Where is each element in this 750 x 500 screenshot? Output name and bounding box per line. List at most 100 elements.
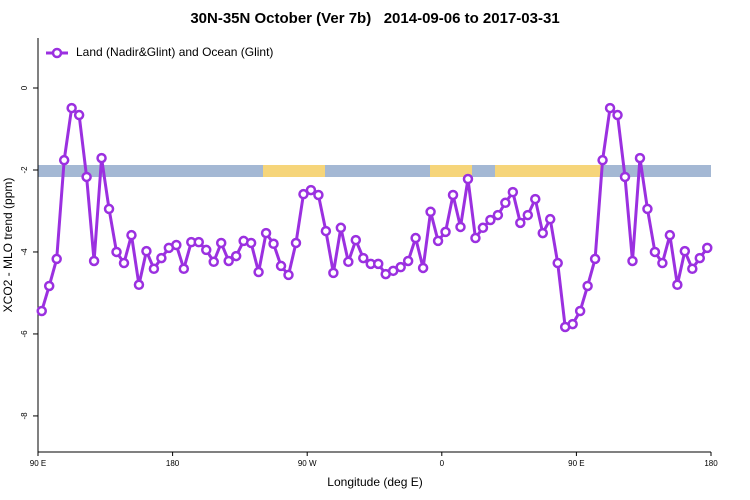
data-point	[402, 255, 414, 267]
data-point	[432, 235, 444, 247]
data-point	[627, 255, 638, 267]
ocean-band	[38, 165, 711, 177]
data-point	[619, 171, 631, 183]
land-ocean-band	[38, 165, 711, 177]
data-point	[230, 250, 242, 262]
data-point	[672, 279, 683, 291]
data-point	[470, 232, 481, 244]
data-point	[530, 193, 541, 205]
x-axis-label: Longitude (deg E)	[327, 475, 422, 489]
data-point	[36, 305, 47, 317]
y-tick-label: -4	[20, 248, 29, 256]
data-point	[664, 229, 676, 241]
legend-marker	[51, 47, 63, 59]
data-point	[440, 226, 451, 238]
data-point	[305, 184, 317, 196]
x-tick-label: 90 E	[568, 459, 584, 468]
data-point	[694, 252, 706, 264]
data-point	[604, 102, 616, 114]
data-point	[126, 229, 137, 241]
data-point	[156, 252, 167, 264]
data-point	[43, 280, 55, 292]
data-point	[171, 239, 182, 251]
data-point	[343, 256, 354, 268]
data-point	[313, 189, 324, 201]
data-point	[178, 263, 190, 275]
data-point	[283, 269, 294, 281]
data-point	[208, 256, 219, 268]
land-band	[495, 165, 601, 177]
data-point	[320, 225, 332, 237]
data-point	[290, 237, 302, 249]
land-band	[430, 165, 472, 177]
data-point	[372, 258, 384, 270]
x-tick-label: 180	[166, 459, 180, 468]
data-point	[447, 189, 459, 201]
data-point	[417, 262, 429, 274]
data-point	[350, 234, 362, 246]
data-point	[268, 238, 279, 250]
data-point	[66, 102, 77, 114]
legend-label: Land (Nadir&Glint) and Ocean (Glint)	[76, 45, 273, 59]
x-tick-label: 180	[704, 459, 718, 468]
data-point	[111, 246, 122, 258]
x-tick-label: 90 E	[30, 459, 46, 468]
data-point	[88, 255, 100, 267]
data-point	[612, 109, 623, 121]
data-point	[574, 305, 586, 317]
data-point	[201, 244, 212, 256]
data-point	[634, 152, 646, 164]
data-point	[657, 257, 668, 269]
data-point	[425, 206, 436, 218]
data-point	[298, 188, 309, 200]
data-point	[477, 222, 489, 234]
data-point	[335, 222, 347, 234]
data-point	[58, 154, 70, 166]
data-point	[567, 318, 578, 330]
data-point	[485, 214, 496, 226]
x-tick-label: 90 W	[298, 459, 317, 468]
data-point	[515, 217, 526, 229]
data-point	[500, 197, 511, 209]
data-point	[328, 267, 339, 279]
data-point	[395, 261, 406, 273]
data-point	[141, 245, 152, 257]
data-point	[51, 253, 62, 265]
data-point	[260, 227, 272, 239]
data-point	[103, 203, 115, 215]
data-point	[73, 109, 85, 121]
x-tick-label: 0	[440, 459, 445, 468]
data-point	[522, 209, 534, 221]
chart-title: 30N-35N October (Ver 7b) 2014-09-06 to 2…	[190, 10, 559, 27]
data-point	[118, 257, 130, 269]
y-tick-label: 0	[20, 85, 29, 90]
y-tick-label: -6	[20, 330, 29, 338]
y-tick-label: -2	[20, 166, 29, 174]
data-point	[193, 236, 205, 248]
data-point	[702, 242, 713, 254]
data-point	[544, 213, 556, 225]
data-point	[215, 237, 227, 249]
data-point	[455, 221, 466, 233]
data-point	[223, 255, 234, 267]
land-band	[263, 165, 325, 177]
data-point	[597, 154, 608, 166]
data-point	[253, 266, 264, 278]
data-point	[462, 173, 474, 185]
y-axis-label: XCO2 - MLO trend (ppm)	[1, 178, 15, 313]
data-point	[507, 186, 519, 198]
data-point	[245, 237, 257, 249]
data-point	[642, 203, 653, 215]
data-point	[148, 263, 160, 275]
data-point	[537, 227, 548, 239]
data-point	[275, 260, 287, 272]
data-point	[410, 232, 421, 244]
data-point	[358, 252, 369, 264]
data-point	[589, 253, 601, 265]
data-point	[552, 257, 563, 269]
data-point	[492, 209, 504, 221]
data-point	[679, 245, 691, 257]
data-point	[687, 263, 698, 275]
